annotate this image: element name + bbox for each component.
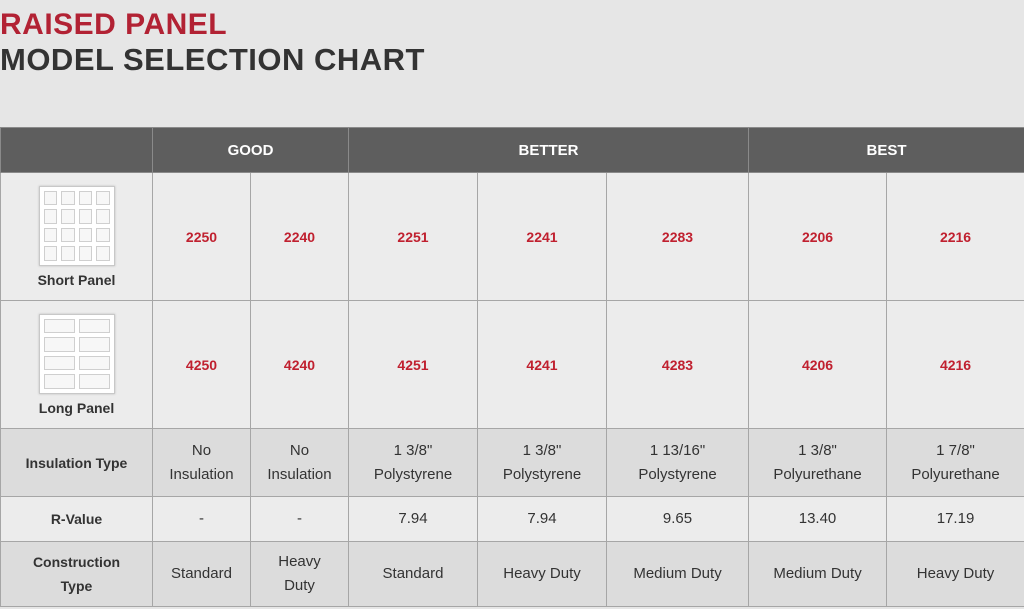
r-value-cell: 7.94	[477, 496, 607, 542]
tier-best: BEST	[748, 127, 1024, 173]
construction-cell: Heavy Duty	[477, 541, 607, 607]
r-value-cell: -	[152, 496, 251, 542]
r-value-cell: 13.40	[748, 496, 888, 542]
model-code: 2216	[886, 172, 1024, 301]
model-code: 2240	[250, 172, 349, 301]
tier-good: GOOD	[152, 127, 349, 173]
insulation-cell: No Insulation	[250, 428, 349, 497]
long-panel-row: Long Panel 4250 4240 4251 4241 4283 4206…	[0, 300, 1024, 429]
insulation-cell: 1 3/8" Polystyrene	[348, 428, 478, 497]
tier-header-row: GOOD BETTER BEST	[0, 127, 1024, 173]
construction-cell: Heavy Duty	[886, 541, 1024, 607]
construction-cell: Standard	[152, 541, 251, 607]
model-code: 4241	[477, 300, 607, 429]
r-value-cell: -	[250, 496, 349, 542]
model-code: 4251	[348, 300, 478, 429]
model-code: 2241	[477, 172, 607, 301]
model-code: 4240	[250, 300, 349, 429]
header-corner	[0, 127, 153, 173]
model-code: 2251	[348, 172, 478, 301]
long-panel-label: Long Panel	[38, 399, 115, 416]
insulation-row: Insulation Type No Insulation No Insulatio…	[0, 428, 1024, 497]
model-code: 2283	[605, 172, 750, 301]
model-code: 4250	[152, 300, 251, 429]
model-code: 4206	[748, 300, 888, 429]
tier-better: BETTER	[347, 127, 750, 173]
construction-cell: Medium Duty	[605, 541, 750, 607]
insulation-cell: 1 7/8" Polyurethane	[886, 428, 1024, 497]
insulation-label: Insulation Type	[0, 428, 153, 497]
construction-label: Construction Type	[0, 541, 153, 607]
r-value-cell: 7.94	[348, 496, 478, 542]
title-line-2: MODEL SELECTION CHART	[0, 42, 425, 77]
title-line-1: RAISED PANEL	[0, 8, 228, 41]
long-panel-door-image	[38, 313, 115, 394]
model-code: 4216	[886, 300, 1024, 429]
r-value-row: R-Value - - 7.94 7.94 9.65 13.40 17.19	[0, 496, 1024, 542]
model-code: 2250	[152, 172, 251, 301]
insulation-cell: No Insulation	[152, 428, 251, 497]
short-panel-cell: Short Panel	[0, 172, 153, 301]
r-value-label: R-Value	[0, 496, 153, 542]
short-panel-row: Short Panel 2250 2240 2251 2241 2283 220…	[0, 172, 1024, 301]
r-value-cell: 9.65	[605, 496, 750, 542]
insulation-cell: 1 13/16" Polystyrene	[605, 428, 750, 497]
construction-cell: Standard	[348, 541, 478, 607]
long-panel-cell: Long Panel	[0, 300, 153, 429]
short-panel-label: Short Panel	[37, 271, 116, 288]
construction-row: Construction Type Standard Heavy Duty Stan…	[0, 541, 1024, 607]
short-panel-door-image	[38, 185, 115, 266]
insulation-cell: 1 3/8" Polystyrene	[477, 428, 607, 497]
insulation-cell: 1 3/8" Polyurethane	[748, 428, 888, 497]
model-code: 4283	[605, 300, 750, 429]
model-code: 2206	[748, 172, 888, 301]
r-value-cell: 17.19	[886, 496, 1024, 542]
construction-cell: Medium Duty	[748, 541, 888, 607]
construction-cell: Heavy Duty	[250, 541, 349, 607]
model-selection-table: GOOD BETTER BEST Short Panel 2250 2240 2…	[0, 127, 1024, 607]
